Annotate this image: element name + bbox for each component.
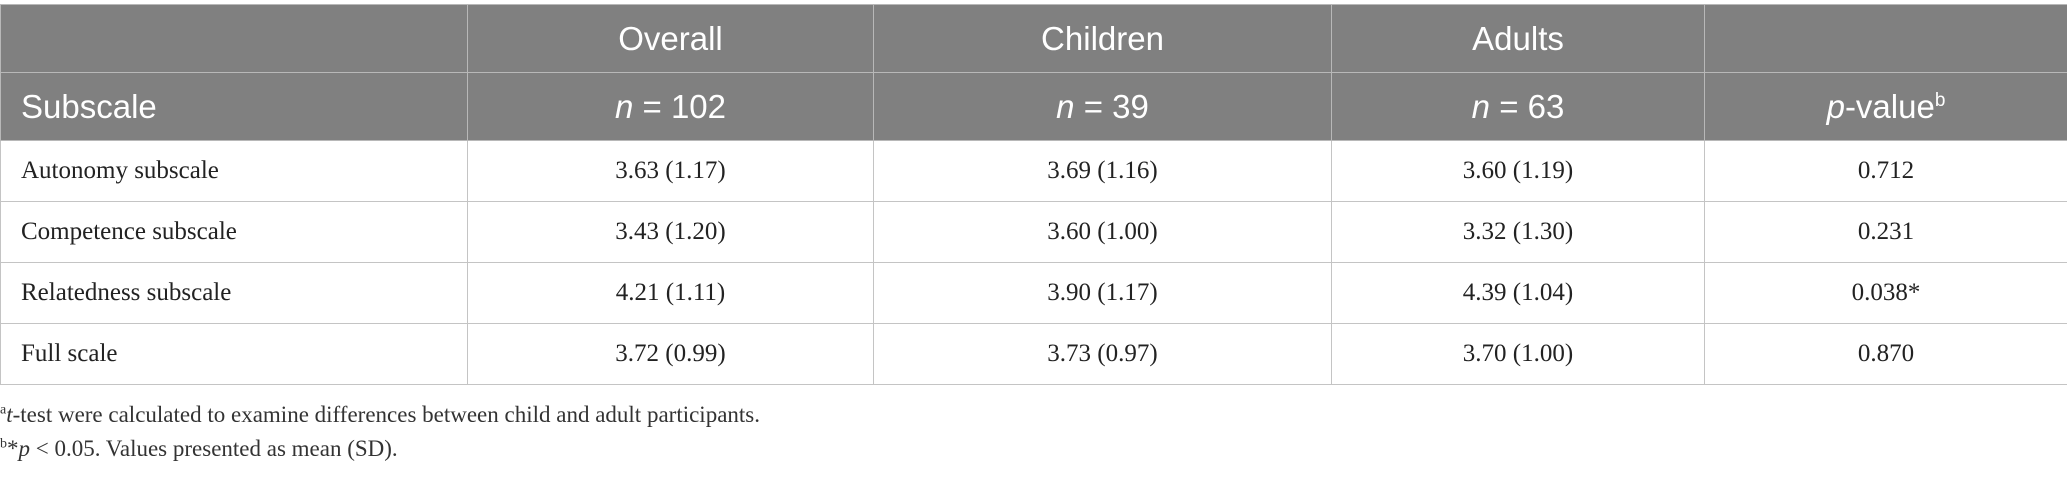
cell-children: 3.60 (1.00) [873, 201, 1332, 263]
table-footnotes: at-test were calculated to examine diffe… [0, 398, 2067, 466]
cell-adults: 3.32 (1.30) [1331, 201, 1705, 263]
row-label: Full scale [0, 323, 468, 385]
header-overall: Overall [467, 4, 874, 73]
footnote-a-italic: t [6, 402, 13, 427]
cell-pvalue: 0.870 [1704, 323, 2067, 385]
footnote-b-marker: b [0, 436, 7, 452]
cell-overall: 3.43 (1.20) [467, 201, 874, 263]
row-label: Autonomy subscale [0, 140, 468, 202]
header-n-overall: n = 102 [467, 72, 874, 141]
cell-children: 3.90 (1.17) [873, 262, 1332, 324]
n-symbol: n [1056, 87, 1075, 125]
n-symbol: n [614, 87, 634, 125]
cell-adults: 3.70 (1.00) [1331, 323, 1705, 385]
row-label: Relatedness subscale [0, 262, 468, 324]
n-symbol: n [1471, 87, 1491, 125]
header-pvalue: p-valueb [1704, 72, 2067, 141]
footnote-b-text: < 0.05. Values presented as mean (SD). [30, 436, 398, 461]
footnote-b-italic: p [18, 436, 31, 461]
footnote-b-star: * [7, 436, 19, 461]
table-row: Competence subscale 3.43 (1.20) 3.60 (1.… [0, 201, 2067, 263]
cell-overall: 3.63 (1.17) [467, 140, 874, 202]
header-children: Children [873, 4, 1332, 73]
n-value-adults: = 63 [1499, 87, 1565, 125]
footnote-a-marker: a [0, 402, 7, 418]
p-symbol: p [1826, 87, 1845, 125]
cell-pvalue: 0.712 [1704, 140, 2067, 202]
cell-overall: 3.72 (0.99) [467, 323, 874, 385]
header-n-adults: n = 63 [1331, 72, 1705, 141]
header-adults: Adults [1331, 4, 1705, 73]
header-n-children: n = 39 [873, 72, 1332, 141]
cell-children: 3.73 (0.97) [873, 323, 1332, 385]
cell-pvalue: 0.038* [1704, 262, 2067, 324]
row-label: Competence subscale [0, 201, 468, 263]
table-header: Overall Children Adults Subscale n = 102… [0, 4, 2067, 141]
results-table: Overall Children Adults Subscale n = 102… [0, 4, 2067, 385]
table-row: Relatedness subscale 4.21 (1.11) 3.90 (1… [0, 262, 2067, 324]
n-value-children: = 39 [1083, 87, 1149, 125]
header-row-groups: Overall Children Adults [0, 4, 2067, 73]
footnote-b: b*p < 0.05. Values presented as mean (SD… [0, 432, 2067, 466]
cell-adults: 4.39 (1.04) [1331, 262, 1705, 324]
table-row: Full scale 3.72 (0.99) 3.73 (0.97) 3.70 … [0, 323, 2067, 385]
header-blank-cell [0, 4, 468, 73]
footnote-a: at-test were calculated to examine diffe… [0, 398, 2067, 432]
header-blank-cell-right [1704, 4, 2067, 73]
cell-overall: 4.21 (1.11) [467, 262, 874, 324]
footnote-b-marker: b [1934, 89, 1946, 111]
n-value-overall: = 102 [642, 87, 727, 125]
cell-children: 3.69 (1.16) [873, 140, 1332, 202]
results-table-container: Overall Children Adults Subscale n = 102… [0, 4, 2067, 385]
header-subscale: Subscale [0, 72, 468, 141]
footnote-a-text: -test were calculated to examine differe… [12, 402, 760, 427]
cell-pvalue: 0.231 [1704, 201, 2067, 263]
pvalue-label: -value [1844, 87, 1935, 125]
cell-adults: 3.60 (1.19) [1331, 140, 1705, 202]
table-row: Autonomy subscale 3.63 (1.17) 3.69 (1.16… [0, 140, 2067, 202]
table-body: Autonomy subscale 3.63 (1.17) 3.69 (1.16… [0, 140, 2067, 385]
header-row-labels: Subscale n = 102 n = 39 n = 63 p-valueb [0, 72, 2067, 141]
